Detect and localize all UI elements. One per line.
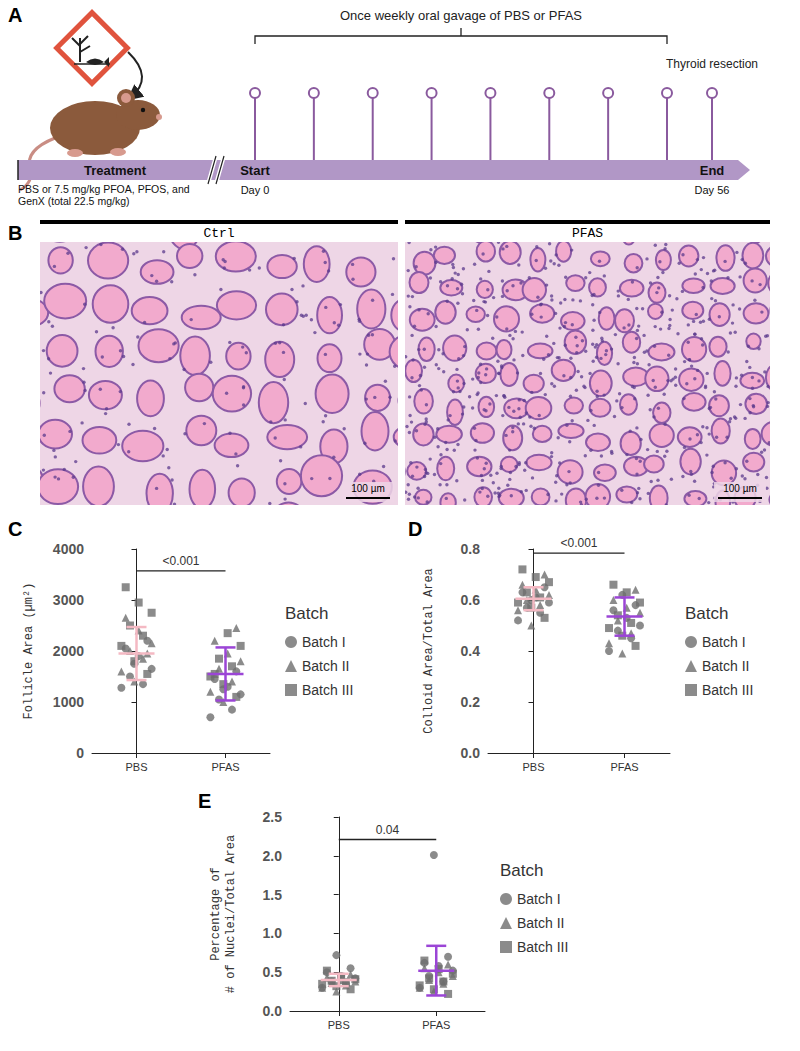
svg-text:Batch II: Batch II <box>302 658 349 674</box>
svg-text:0.6: 0.6 <box>461 592 481 608</box>
svg-text:D: D <box>408 518 422 540</box>
svg-text:Ctrl: Ctrl <box>203 226 234 241</box>
svg-text:PBS: PBS <box>125 761 147 773</box>
svg-text:0.0: 0.0 <box>461 745 481 761</box>
svg-text:End: End <box>700 163 725 178</box>
svg-text:1.0: 1.0 <box>263 925 283 941</box>
svg-text:C: C <box>8 518 22 540</box>
svg-text:<0.001: <0.001 <box>560 536 597 550</box>
svg-text:Colloid Area/Total Area: Colloid Area/Total Area <box>422 568 436 734</box>
svg-text:4000: 4000 <box>53 541 84 557</box>
svg-text:2.0: 2.0 <box>263 848 283 864</box>
svg-text:Batch: Batch <box>500 861 543 880</box>
svg-text:PFAS: PFAS <box>610 761 638 773</box>
svg-text:# of Nuclei/Total Area: # of Nuclei/Total Area <box>224 835 238 993</box>
svg-text:PFAS: PFAS <box>572 226 603 241</box>
svg-text:2000: 2000 <box>53 643 84 659</box>
svg-text:PFAS: PFAS <box>211 761 239 773</box>
svg-text:Batch II: Batch II <box>517 915 564 931</box>
svg-text:Batch I: Batch I <box>702 634 746 650</box>
svg-text:Batch: Batch <box>685 604 728 623</box>
svg-text:0.0: 0.0 <box>263 1003 283 1019</box>
svg-text:Batch III: Batch III <box>302 682 353 698</box>
svg-text:PFAS: PFAS <box>422 1019 450 1031</box>
svg-text:Batch III: Batch III <box>517 939 568 955</box>
svg-text:Batch: Batch <box>285 604 328 623</box>
svg-text:Day 56: Day 56 <box>695 184 730 196</box>
svg-text:0.4: 0.4 <box>461 643 481 659</box>
svg-text:0.2: 0.2 <box>461 694 481 710</box>
svg-text:B: B <box>8 222 22 244</box>
svg-text:0: 0 <box>76 745 84 761</box>
svg-text:Thyroid resection: Thyroid resection <box>666 57 758 71</box>
svg-text:Day 0: Day 0 <box>241 184 270 196</box>
svg-text:0.5: 0.5 <box>263 964 283 980</box>
svg-text:100 µm: 100 µm <box>351 483 385 494</box>
svg-text:3000: 3000 <box>53 592 84 608</box>
svg-text:Once weekly oral gavage of PBS: Once weekly oral gavage of PBS or PFAS <box>340 8 582 23</box>
svg-text:Batch I: Batch I <box>302 634 346 650</box>
svg-text:Treatment: Treatment <box>84 163 147 178</box>
svg-text:GenX (total 22.5 mg/kg): GenX (total 22.5 mg/kg) <box>18 195 129 207</box>
svg-text:Start: Start <box>240 163 270 178</box>
svg-text:100 µm: 100 µm <box>723 483 757 494</box>
svg-text:1.5: 1.5 <box>263 887 283 903</box>
svg-text:Follicle Area (µm²): Follicle Area (µm²) <box>22 583 36 720</box>
svg-text:2.5: 2.5 <box>263 809 283 825</box>
svg-text:Batch I: Batch I <box>517 891 561 907</box>
svg-text:0.04: 0.04 <box>376 823 400 837</box>
svg-text:A: A <box>8 4 22 26</box>
svg-text:PBS or 7.5 mg/kg PFOA, PFOS, a: PBS or 7.5 mg/kg PFOA, PFOS, and <box>18 183 190 195</box>
svg-text:E: E <box>198 790 211 812</box>
svg-text:PBS: PBS <box>328 1019 350 1031</box>
svg-text:Batch III: Batch III <box>702 682 753 698</box>
svg-text:Batch II: Batch II <box>702 658 749 674</box>
svg-text:PBS: PBS <box>522 761 544 773</box>
svg-text:<0.001: <0.001 <box>162 554 199 568</box>
svg-text:1000: 1000 <box>53 694 84 710</box>
svg-text:Percentage of: Percentage of <box>209 867 223 961</box>
svg-text:0.8: 0.8 <box>461 541 481 557</box>
